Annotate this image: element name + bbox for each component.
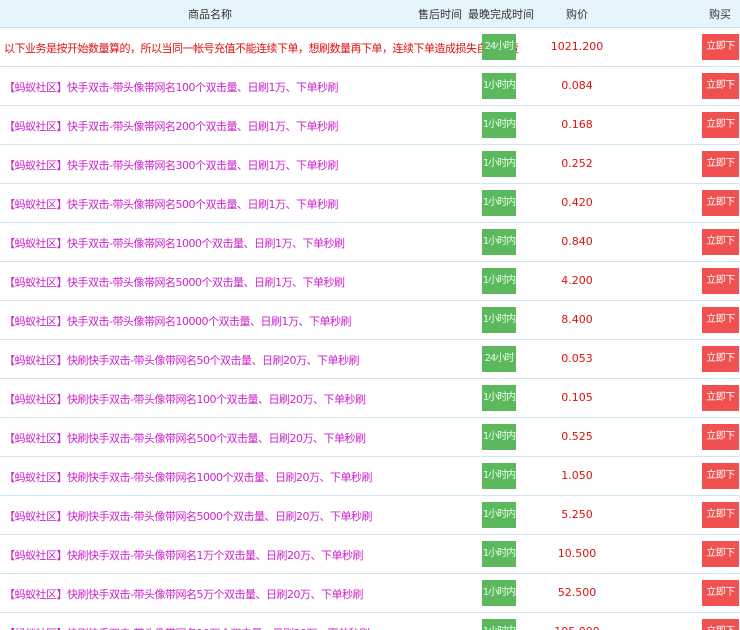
buy-button[interactable]: 立即下单	[702, 229, 739, 273]
time-badge: 1小时内	[482, 502, 516, 528]
buy-button[interactable]: 立即下单	[702, 34, 739, 78]
time-badge: 1小时内	[482, 268, 516, 294]
product-name: 【蚂蚁社区】快刷快手双击-带头像带网名10万个双击量、日刷20万、下单秒刷	[4, 625, 370, 630]
time-badge: 1小时内	[482, 112, 516, 138]
time-badge: 1小时内	[482, 463, 516, 489]
time-badge: 1小时内	[482, 307, 516, 333]
product-name: 【蚂蚁社区】快手双击-带头像帯网名10000个双击量、日刷1万、下单秒刷	[4, 315, 351, 328]
buy-button[interactable]: 立即下单	[702, 307, 739, 351]
product-name: 【蚂蚁社区】快手双击-带头像帯网名500个双击量、日刷1万、下单秒刷	[4, 198, 338, 211]
table-row: 【蚂蚁社区】快刷快手双击-带头像带网名10万个双击量、日刷20万、下单秒刷 1小时…	[0, 613, 740, 630]
time-badge: 1小时内	[482, 190, 516, 216]
time-badge: 1小时内	[482, 151, 516, 177]
time-badge: 1小时内	[482, 229, 516, 255]
price: 5.250	[561, 508, 593, 521]
time-badge: 1小时内	[482, 424, 516, 450]
time-badge: 24小时内	[482, 346, 516, 390]
table-row: 【蚂蚁社区】快刷快手双击-带头像带网名5万个双击量、日刷20万、下单秒刷 1小时内…	[0, 574, 740, 624]
product-name: 【蚂蚁社区】快刷快手双击-带头像带网名50个双击量、日刷20万、下单秒刷	[4, 354, 359, 367]
header-cell: 购价	[566, 8, 588, 21]
buy-button[interactable]: 立即下单	[702, 190, 739, 234]
buy-button[interactable]: 立即下单	[702, 112, 739, 156]
product-name: 【蚂蚁社区】快刷快手双击-带头像带网名1万个双击量、日刷20万、下单秒刷	[4, 549, 363, 562]
price: 0.525	[561, 430, 593, 443]
buy-button[interactable]: 立即下单	[702, 268, 739, 312]
price: 105.000	[537, 625, 617, 630]
price: 0.084	[561, 79, 593, 92]
table-row: 【蚂蚁社区】快手双击-带头像帯网名200个双击量、日刷1万、下单秒刷 1小时内 0.…	[0, 106, 740, 156]
price: 4.200	[561, 274, 593, 287]
price: 1.050	[561, 469, 593, 482]
time-badge: 1小时内	[482, 541, 516, 567]
table-row: 【蚂蚁社区】快刷快手双击-带头像带网名100个双击量、日刷20万、下单秒刷 1小时…	[0, 379, 740, 429]
header-cell: 购买	[709, 8, 731, 21]
table-row: 【蚂蚁社区】快刷快手双击-带头像带网名5000个双击量、日刷20万、下单秒刷 1小…	[0, 496, 740, 546]
time-badge: 1小时内	[482, 619, 516, 630]
product-name: 【蚂蚁社区】快刷快手双击-带头像带网名1000个双击量、日刷20万、下单秒刷	[4, 471, 372, 484]
time-badge: 1小时内	[482, 73, 516, 99]
buy-button[interactable]: 立即下单	[702, 580, 739, 624]
product-name: 【蚂蚁社区】快手双击-带头像帯网名5000个双击量、日刷1万、下单秒刷	[4, 276, 345, 289]
buy-button[interactable]: 立即下单	[702, 73, 739, 117]
product-name: 【蚂蚁社区】快刷快手双击-带头像带网名100个双击量、日刷20万、下单秒刷	[4, 393, 366, 406]
header-cell: 最晚完成时间	[468, 8, 534, 21]
table-row: 【蚂蚁社区】快手双击-带头像帯网名5000个双击量、日刷1万、下单秒刷 1小时内 4…	[0, 262, 740, 312]
product-name: 【蚂蚁社区】快手双击-带头像帯网名100个双击量、日刷1万、下单秒刷	[4, 81, 338, 94]
table-row: 【蚂蚁社区】快手双击-带头像帯网名500个双击量、日刷1万、下单秒刷 1小时内 0.…	[0, 184, 740, 234]
product-name: 以下业务是按开始数量算的，所以当同一帐号充值不能连续下单，想刷数量再下单，连续下…	[4, 42, 519, 55]
table-row: 以下业务是按开始数量算的，所以当同一帐号充值不能连续下单，想刷数量再下单，连续下…	[0, 28, 740, 78]
buy-button[interactable]: 立即下单	[702, 424, 739, 468]
table-row: 【蚂蚁社区】快刷快手双击-带头像带网名1万个双击量、日刷20万、下单秒刷 1小时内…	[0, 535, 740, 585]
price: 0.168	[561, 118, 593, 131]
price: 0.840	[561, 235, 593, 248]
table-row: 【蚂蚁社区】快手双击-带头像帯网名100个双击量、日刷1万、下单秒刷 1小时内 0.…	[0, 67, 740, 117]
table-row: 【蚂蚁社区】快手双击-带头像帯网名10000个双击量、日刷1万、下单秒刷 1小时内…	[0, 301, 740, 351]
buy-button[interactable]: 立即下单	[702, 151, 739, 195]
time-badge: 1小时内	[482, 385, 516, 411]
buy-button[interactable]: 立即下单	[702, 463, 739, 507]
buy-button[interactable]: 立即下单	[702, 346, 739, 390]
price: 8.400	[561, 313, 593, 326]
table-row: 【蚂蚁社区】快手双击-带头像帯网名300个双击量、日刷1万、下单秒刷 1小时内 0.…	[0, 145, 740, 195]
table-row: 【蚂蚁社区】快刷快手双击-带头像带网名50个双击量、日刷20万、下单秒刷 24小时…	[0, 340, 740, 390]
product-name: 【蚂蚁社区】快手双击-带头像帯网名300个双击量、日刷1万、下单秒刷	[4, 159, 338, 172]
price: 52.500	[557, 586, 597, 599]
header-cell: 商品名称	[188, 8, 232, 21]
buy-button[interactable]: 立即下单	[702, 541, 739, 585]
price: 0.252	[561, 157, 593, 170]
table-row: 【蚂蚁社区】快刷快手双击-带头像带网名500个双击量、日刷20万、下单秒刷 1小时…	[0, 418, 740, 468]
product-name: 【蚂蚁社区】快手双击-带头像帯网名1000个双击量、日刷1万、下单秒刷	[4, 237, 345, 250]
buy-button[interactable]: 立即下单	[702, 619, 739, 630]
table-header: 商品名称 售后时间 最晚完成时间 购价 购买	[0, 0, 740, 28]
buy-button[interactable]: 立即下单	[702, 502, 739, 546]
product-name: 【蚂蚁社区】快刷快手双击-带头像带网名5万个双击量、日刷20万、下单秒刷	[4, 588, 363, 601]
product-name: 【蚂蚁社区】快刷快手双击-带头像带网名500个双击量、日刷20万、下单秒刷	[4, 432, 366, 445]
buy-button[interactable]: 立即下单	[702, 385, 739, 429]
price: 0.053	[561, 352, 593, 365]
price: 0.420	[561, 196, 593, 209]
product-name: 【蚂蚁社区】快手双击-带头像帯网名200个双击量、日刷1万、下单秒刷	[4, 120, 338, 133]
header-cell: 售后时间	[418, 8, 462, 21]
price: 1021.200	[550, 40, 604, 53]
product-name: 【蚂蚁社区】快刷快手双击-带头像带网名5000个双击量、日刷20万、下单秒刷	[4, 510, 372, 523]
table-row: 【蚂蚁社区】快刷快手双击-带头像带网名1000个双击量、日刷20万、下单秒刷 1小…	[0, 457, 740, 507]
price: 10.500	[557, 547, 597, 560]
table-row: 【蚂蚁社区】快手双击-带头像帯网名1000个双击量、日刷1万、下单秒刷 1小时内 0…	[0, 223, 740, 273]
price: 0.105	[561, 391, 593, 404]
time-badge: 24小时内	[482, 34, 516, 78]
time-badge: 1小时内	[482, 580, 516, 606]
